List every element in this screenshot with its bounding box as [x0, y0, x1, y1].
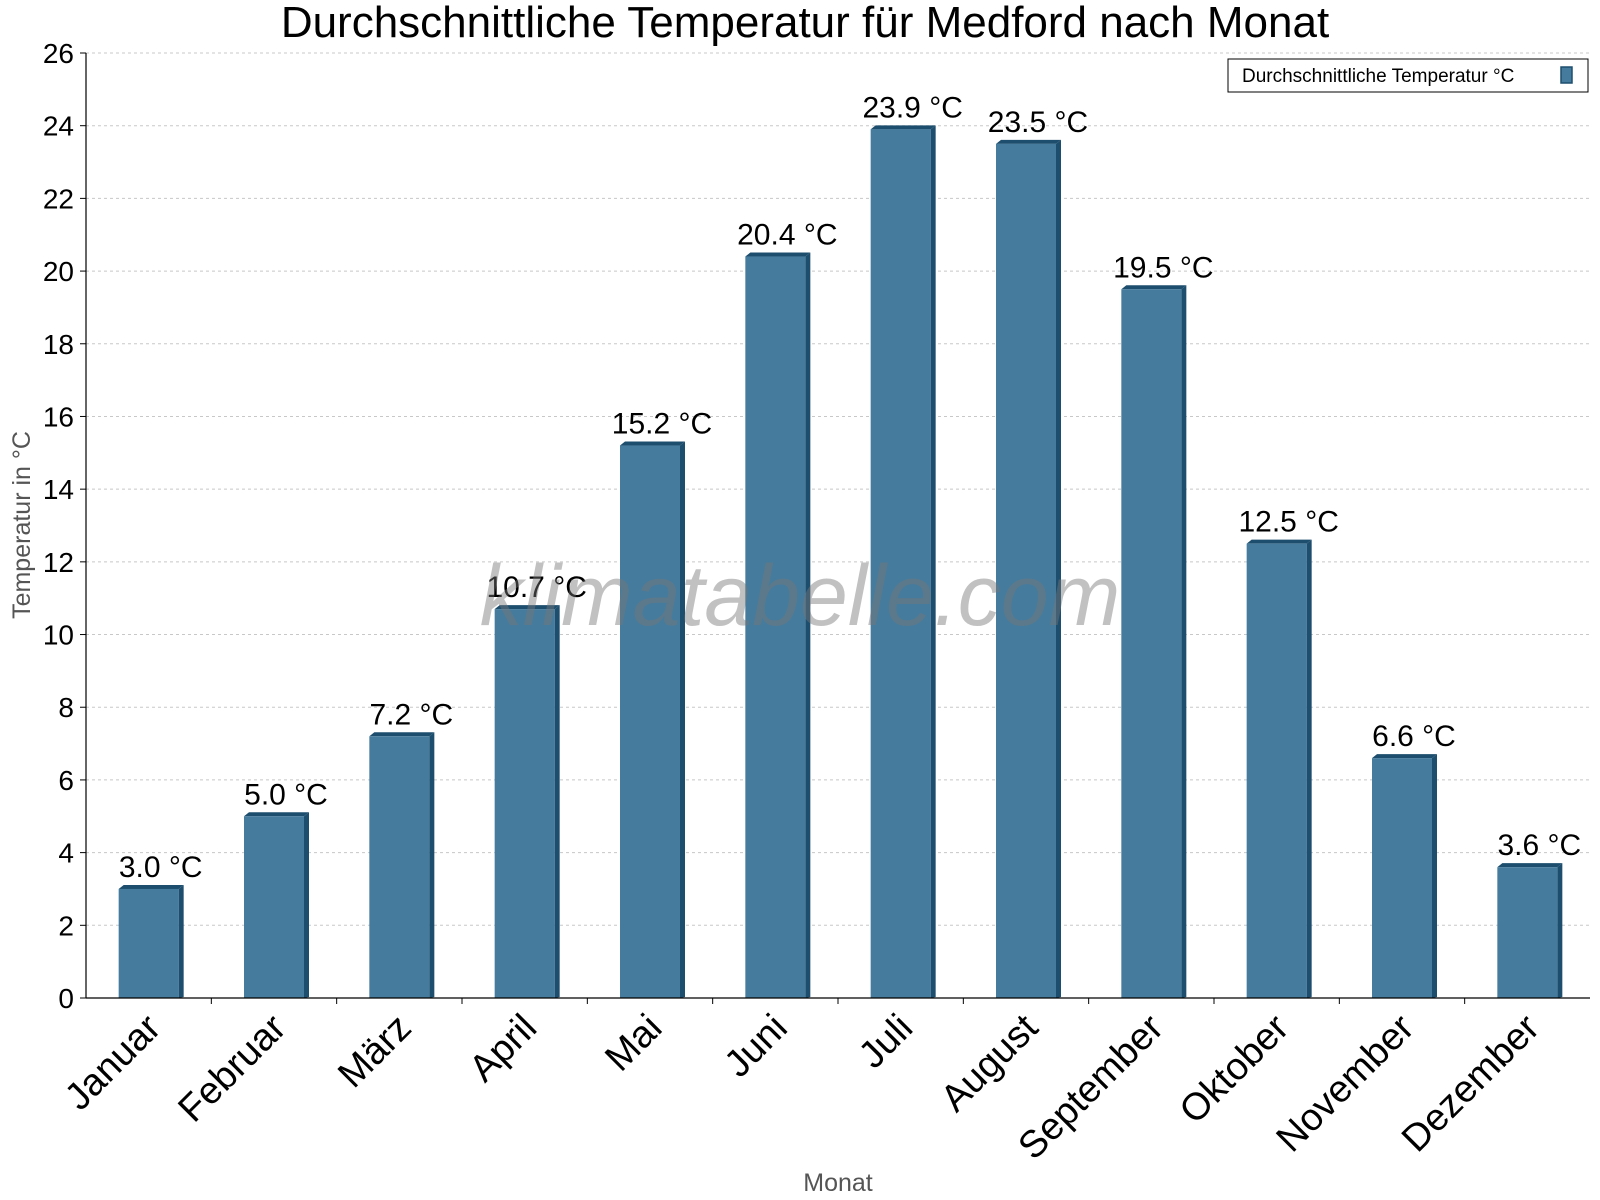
bar-side [554, 605, 560, 998]
bar-april [494, 605, 560, 998]
x-tick-label: Mai [597, 1007, 670, 1080]
bar-top [244, 812, 309, 817]
bar-side [1181, 285, 1187, 998]
y-tick-label: 18 [43, 329, 74, 360]
legend: Durchschnittliche Temperatur °C [1227, 58, 1589, 93]
legend-box [1227, 58, 1589, 93]
y-tick-label: 20 [43, 256, 74, 287]
y-tick-label: 24 [43, 111, 74, 142]
bar-mai [620, 441, 685, 998]
bar-september [1121, 285, 1187, 998]
x-tick-label: Dezember [1394, 1006, 1548, 1160]
data-label: 5.0 °C [244, 778, 328, 811]
bar-november [1372, 754, 1437, 998]
data-label: 15.2 °C [612, 408, 712, 441]
bar-top [996, 139, 1061, 144]
bar-top [1372, 754, 1437, 759]
bar-front [494, 609, 555, 998]
bar-side [1432, 754, 1437, 998]
bars [118, 125, 1563, 999]
bar-juli [870, 125, 936, 999]
x-axis-title: Monat [803, 1169, 873, 1197]
bar-side [304, 812, 309, 998]
bar-top [1246, 539, 1312, 544]
bar-front [620, 445, 680, 998]
bar-top [745, 252, 811, 257]
bar-side [1557, 863, 1563, 998]
bar-top [1497, 863, 1563, 868]
y-tick-label: 14 [43, 474, 74, 505]
y-axis-title: Temperatur in °C [8, 431, 36, 619]
bar-top [118, 884, 184, 889]
bar-juni [745, 252, 811, 999]
bar-front [1372, 758, 1432, 998]
data-label: 23.5 °C [988, 106, 1088, 139]
bar-front [745, 256, 806, 998]
data-label: 19.5 °C [1113, 251, 1213, 284]
x-tick-label: Juli [851, 1007, 921, 1077]
data-labels: 3.0 °C 5.0 °C 7.2 °C 10.7 °C 15.2 °C 20.4 °C 2… [119, 91, 1581, 884]
data-label: 3.0 °C [119, 851, 203, 884]
bar-top [1121, 285, 1187, 290]
bar-front [1246, 543, 1307, 998]
gridlines [86, 52, 1590, 926]
bar-august [996, 139, 1061, 999]
x-tick-label: August [933, 1006, 1047, 1120]
y-tick-label: 10 [43, 620, 74, 651]
bar-side [1056, 139, 1061, 999]
data-label: 7.2 °C [369, 698, 453, 731]
legend-label: Durchschnittliche Temperatur °C [1242, 66, 1514, 87]
bar-top [369, 732, 435, 737]
bar-januar [118, 884, 184, 998]
data-label: 23.9 °C [862, 91, 962, 124]
y-tick-label: 4 [58, 838, 74, 869]
y-tick-label: 22 [43, 183, 74, 214]
x-tick-label: März [330, 1007, 419, 1096]
bar-side [178, 884, 184, 998]
bar-oktober [1246, 539, 1312, 998]
data-label: 10.7 °C [486, 571, 586, 604]
x-tick-label: Juni [717, 1007, 796, 1086]
chart-title: Durchschnittliche Temperatur für Medford… [281, 0, 1329, 47]
x-tick-label: Oktober [1172, 1006, 1298, 1132]
bar-side [805, 252, 811, 999]
bar-side [930, 125, 936, 999]
y-tick-label: 6 [58, 765, 74, 796]
x-tick-label: April [462, 1007, 545, 1090]
bar-front [1121, 289, 1182, 998]
data-label: 6.6 °C [1372, 720, 1456, 753]
y-tick-label: 16 [43, 401, 74, 432]
bar-top [870, 125, 936, 130]
y-tick-label: 12 [43, 547, 74, 578]
bar-front [1497, 867, 1558, 998]
bar-top [494, 605, 560, 610]
legend-swatch [1560, 66, 1573, 84]
watermark: klimatabelle.com [480, 548, 1120, 644]
bar-front [244, 816, 304, 998]
data-label: 12.5 °C [1238, 506, 1338, 539]
y-tick-label: 2 [58, 910, 74, 941]
x-tick-label: Januar [57, 1006, 169, 1118]
bar-front [118, 888, 179, 998]
bar-februar [244, 812, 309, 998]
x-tick-label: Februar [171, 1006, 295, 1130]
y-tick-label: 0 [58, 983, 74, 1014]
bar-side [429, 732, 435, 998]
data-label: 20.4 °C [737, 219, 837, 252]
y-tick-label: 26 [43, 38, 74, 69]
bar-märz [369, 732, 435, 998]
bar-front [369, 736, 430, 998]
y-tick-label: 8 [58, 692, 74, 723]
bar-front [996, 143, 1056, 999]
data-label: 3.6 °C [1497, 829, 1581, 862]
bar-side [1306, 539, 1312, 998]
bar-dezember [1497, 863, 1563, 998]
bar-side [680, 441, 685, 998]
bar-front [870, 129, 931, 999]
bar-top [620, 441, 685, 446]
